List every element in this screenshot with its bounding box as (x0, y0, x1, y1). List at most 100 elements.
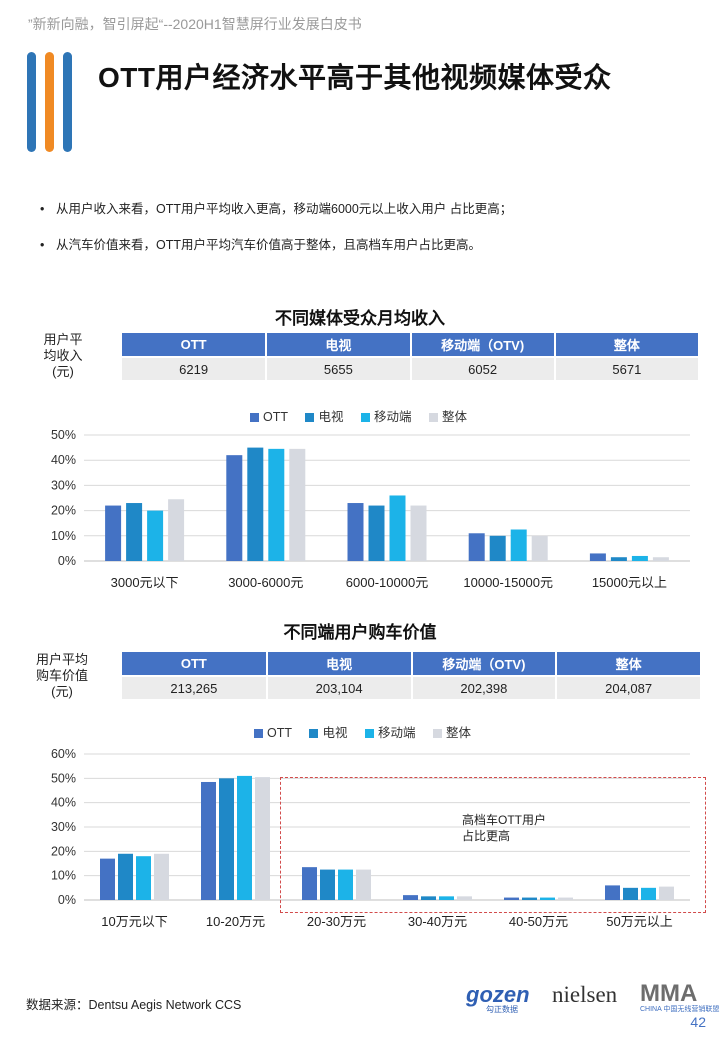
income-chart-legend: OTT 电视 移动端 整体 (250, 406, 481, 425)
income-table: OTT 电视 移动端（OTV) 整体 6219 5655 6052 5671 (122, 333, 701, 380)
bar-overall (531, 535, 548, 561)
x-tick-label: 30-40万元 (408, 914, 467, 929)
bullet-text: 从汽车价值来看，OTT用户平均汽车价值高于整体，且高档车用户占比更高。 (56, 238, 481, 252)
gozen-logo-subtitle: 勾正数据 (486, 1005, 518, 1014)
table-cell: 6219 (122, 356, 268, 380)
x-tick-label: 20-30万元 (307, 914, 366, 929)
x-tick-label: 3000-6000元 (228, 575, 303, 590)
bar-overall (255, 777, 270, 900)
table-header-cell: OTT (122, 652, 268, 676)
bar-ott (201, 781, 216, 900)
bullet-car: • 从汽车价值来看，OTT用户平均汽车价值高于整体，且高档车用户占比更高。 (40, 234, 481, 253)
bar-mobile (631, 555, 648, 561)
header-note: ”新新向融，智引屏起“--2020H1智慧屏行业发展白皮书 (28, 16, 362, 32)
table-cell: 5655 (266, 356, 412, 380)
bar-overall (289, 448, 306, 561)
table-cell: 5671 (554, 356, 701, 380)
nielsen-logo: nielsen (552, 982, 618, 1007)
y-tick-label: 20% (51, 844, 76, 858)
data-source: 数据来源：Dentsu Aegis Network CCS (26, 998, 242, 1012)
mma-logo-subtitle: CHINA 中国无线营销联盟 (640, 1006, 720, 1013)
bar-overall (558, 897, 573, 900)
bar-mobile (237, 775, 252, 900)
table-header-cell: 整体 (554, 333, 701, 357)
legend-item-ott: OTT (254, 726, 292, 740)
bar-tv (623, 887, 638, 900)
table-header-cell: 移动端（OTV) (410, 333, 556, 357)
bar-ott (504, 897, 519, 900)
y-tick-label: 0% (58, 893, 76, 907)
y-tick-label: 40% (51, 796, 76, 810)
bar-ott (100, 858, 115, 900)
table-row: 213,265 203,104 202,398 204,087 (122, 675, 702, 699)
legend-item-tv: 电视 (309, 722, 348, 741)
x-tick-label: 40-50万元 (509, 914, 568, 929)
car-section-title: 不同端用户购车价值 (283, 623, 437, 642)
bullet-income: • 从用户收入来看，OTT用户平均收入更高，移动端6000元以上收入用户 占比更高… (40, 198, 512, 217)
bar-ott (302, 867, 317, 900)
car-bar-chart: 0% 10% 20% 30% 40% 50% 60% 10万元以下 10-20万元 20-30万元… (51, 747, 690, 929)
x-tick-label: 15000元以上 (592, 575, 667, 590)
bar-tv (247, 447, 264, 561)
bar-mobile (389, 495, 406, 561)
table-header-cell: 整体 (556, 652, 702, 676)
bar-overall (410, 505, 427, 561)
x-tick-label: 6000-10000元 (346, 575, 428, 590)
highlight-box (280, 777, 706, 913)
table-cell: 203,104 (266, 675, 413, 699)
table-header-row: OTT 电视 移动端（OTV) 整体 (122, 333, 701, 357)
bar-tv (320, 869, 335, 900)
bar-ott (605, 885, 620, 900)
income-row-label: 用户平 均收入 (元) (43, 332, 83, 379)
x-tick-label: 50万元以上 (606, 914, 672, 929)
page-number: 42 (690, 1014, 706, 1030)
bar-mobile (268, 448, 285, 561)
bar-ott (347, 503, 364, 561)
legend-item-overall: 整体 (428, 406, 467, 425)
y-tick-label: 50% (51, 428, 76, 442)
y-tick-label: 30% (51, 820, 76, 834)
car-table: OTT 电视 移动端（OTV) 整体 213,265 203,104 202,3… (122, 652, 702, 699)
table-cell: 202,398 (411, 675, 558, 699)
bar-mobile (439, 896, 454, 900)
y-tick-label: 10% (51, 869, 76, 883)
legend-item-mobile: 移动端 (364, 722, 416, 741)
bar-ott (105, 505, 122, 561)
bar-overall (168, 499, 185, 561)
x-tick-label: 3000元以下 (111, 575, 179, 590)
bar-mobile (540, 897, 555, 900)
bullet-dot-icon: • (40, 202, 45, 216)
legend-item-mobile: 移动端 (360, 406, 412, 425)
bar-mobile (641, 887, 656, 900)
gozen-logo: gozen (466, 982, 530, 1007)
bar-overall (457, 896, 472, 900)
bar-ott (403, 895, 418, 900)
mma-logo: MMA (640, 980, 698, 1007)
legend-item-overall: 整体 (432, 722, 471, 741)
bar-ott (226, 455, 243, 561)
bar-overall (652, 557, 669, 561)
table-cell: 6052 (410, 356, 556, 380)
bar-tv (610, 557, 627, 561)
income-section-title: 不同媒体受众月均收入 (275, 309, 445, 328)
legend-item-ott: OTT (250, 410, 288, 424)
x-tick-label: 10-20万元 (206, 914, 265, 929)
bar-ott (589, 553, 606, 561)
income-bar-chart: 0% 10% 20% 30% 40% 50% 3000元以下 3000-6000元 6000-1… (51, 428, 690, 590)
y-tick-label: 20% (51, 504, 76, 518)
car-row-label: 用户平均 购车价值 (元) (35, 652, 88, 699)
bullet-dot-icon: • (40, 238, 45, 252)
bar-tv (489, 535, 506, 561)
y-tick-label: 40% (51, 453, 76, 467)
bar-mobile (147, 510, 164, 561)
car-chart-legend: OTT 电视 移动端 整体 (254, 722, 485, 741)
table-header-cell: OTT (122, 333, 268, 357)
x-tick-label: 10万元以下 (101, 914, 167, 929)
y-tick-label: 0% (58, 554, 76, 568)
table-row: 6219 5655 6052 5671 (122, 356, 701, 380)
bullet-text: 从用户收入来看，OTT用户平均收入更高，移动端6000元以上收入用户 占比更高； (56, 202, 513, 216)
y-tick-label: 30% (51, 478, 76, 492)
table-header-cell: 电视 (266, 652, 413, 676)
y-tick-label: 50% (51, 771, 76, 785)
page-title: OTT用户经济水平高于其他视频媒体受众 (98, 62, 612, 93)
